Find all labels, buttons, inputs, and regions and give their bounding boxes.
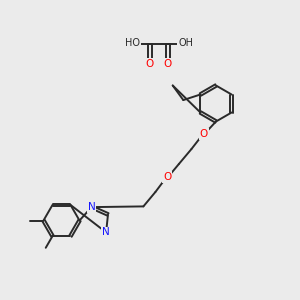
Text: HO: HO <box>125 38 140 49</box>
Text: N: N <box>102 227 110 237</box>
Text: O: O <box>164 59 172 69</box>
Text: N: N <box>88 202 95 212</box>
Text: O: O <box>146 59 154 69</box>
Text: OH: OH <box>178 38 193 49</box>
Text: O: O <box>200 129 208 139</box>
Text: O: O <box>163 172 172 182</box>
